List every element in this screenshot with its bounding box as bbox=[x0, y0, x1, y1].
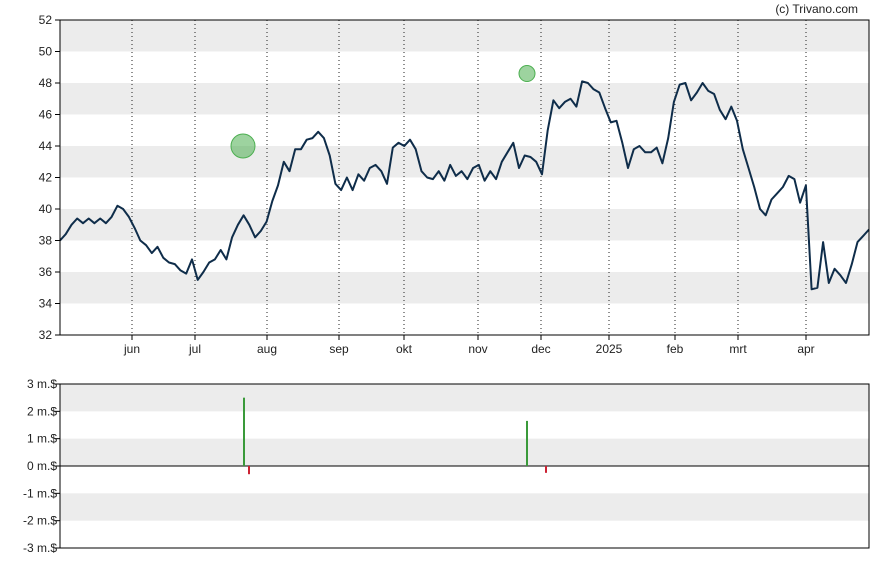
price-y-tick-label: 32 bbox=[39, 328, 53, 342]
flow-band bbox=[60, 493, 869, 521]
flow-y-tick-label: 3 m.$ bbox=[27, 377, 57, 391]
price-x-tick-label: jul bbox=[188, 342, 201, 356]
price-x-tick-label: mrt bbox=[729, 342, 747, 356]
price-y-tick-label: 50 bbox=[39, 45, 53, 59]
price-y-tick-label: 34 bbox=[39, 297, 53, 311]
credit-text: (c) Trivano.com bbox=[775, 2, 858, 16]
price-x-tick-label: feb bbox=[667, 342, 684, 356]
price-y-tick-label: 40 bbox=[39, 202, 53, 216]
flow-y-tick-label: 1 m.$ bbox=[27, 432, 57, 446]
flow-frame bbox=[59, 383, 870, 549]
price-y-tick-label: 46 bbox=[39, 108, 53, 122]
price-x-tick-label: sep bbox=[329, 342, 349, 356]
flow-y-tick-label: 0 m.$ bbox=[27, 459, 57, 473]
price-x-tick-label: aug bbox=[257, 342, 277, 356]
price-y-tick-label: 44 bbox=[39, 139, 53, 153]
price-frame bbox=[59, 19, 870, 336]
price-y-tick-label: 48 bbox=[39, 76, 53, 90]
price-band bbox=[60, 272, 869, 304]
price-x-tick-label: apr bbox=[797, 342, 814, 356]
price-x-tick-label: jun bbox=[123, 342, 140, 356]
trade-marker bbox=[518, 65, 536, 83]
price-y-tick-label: 42 bbox=[39, 171, 53, 185]
price-x-tick-label: dec bbox=[531, 342, 550, 356]
price-x-tick-label: okt bbox=[396, 342, 413, 356]
price-series-line bbox=[59, 80, 870, 291]
price-band bbox=[60, 146, 869, 178]
flow-y-tick-label: -3 m.$ bbox=[23, 541, 57, 555]
price-x-tick-label: 2025 bbox=[596, 342, 623, 356]
price-x-tick-label: nov bbox=[468, 342, 487, 356]
price-band bbox=[60, 83, 869, 115]
flow-band bbox=[60, 438, 869, 466]
price-y-tick-label: 38 bbox=[39, 234, 53, 248]
flow-band bbox=[60, 384, 869, 412]
price-y-tick-label: 36 bbox=[39, 265, 53, 279]
trade-marker bbox=[230, 133, 256, 159]
flow-y-tick-label: -2 m.$ bbox=[23, 514, 57, 528]
price-y-tick-label: 52 bbox=[39, 13, 53, 27]
flow-y-tick-label: 2 m.$ bbox=[27, 404, 57, 418]
price-band bbox=[60, 209, 869, 241]
flow-y-tick-label: -1 m.$ bbox=[23, 486, 57, 500]
price-band bbox=[60, 20, 869, 52]
